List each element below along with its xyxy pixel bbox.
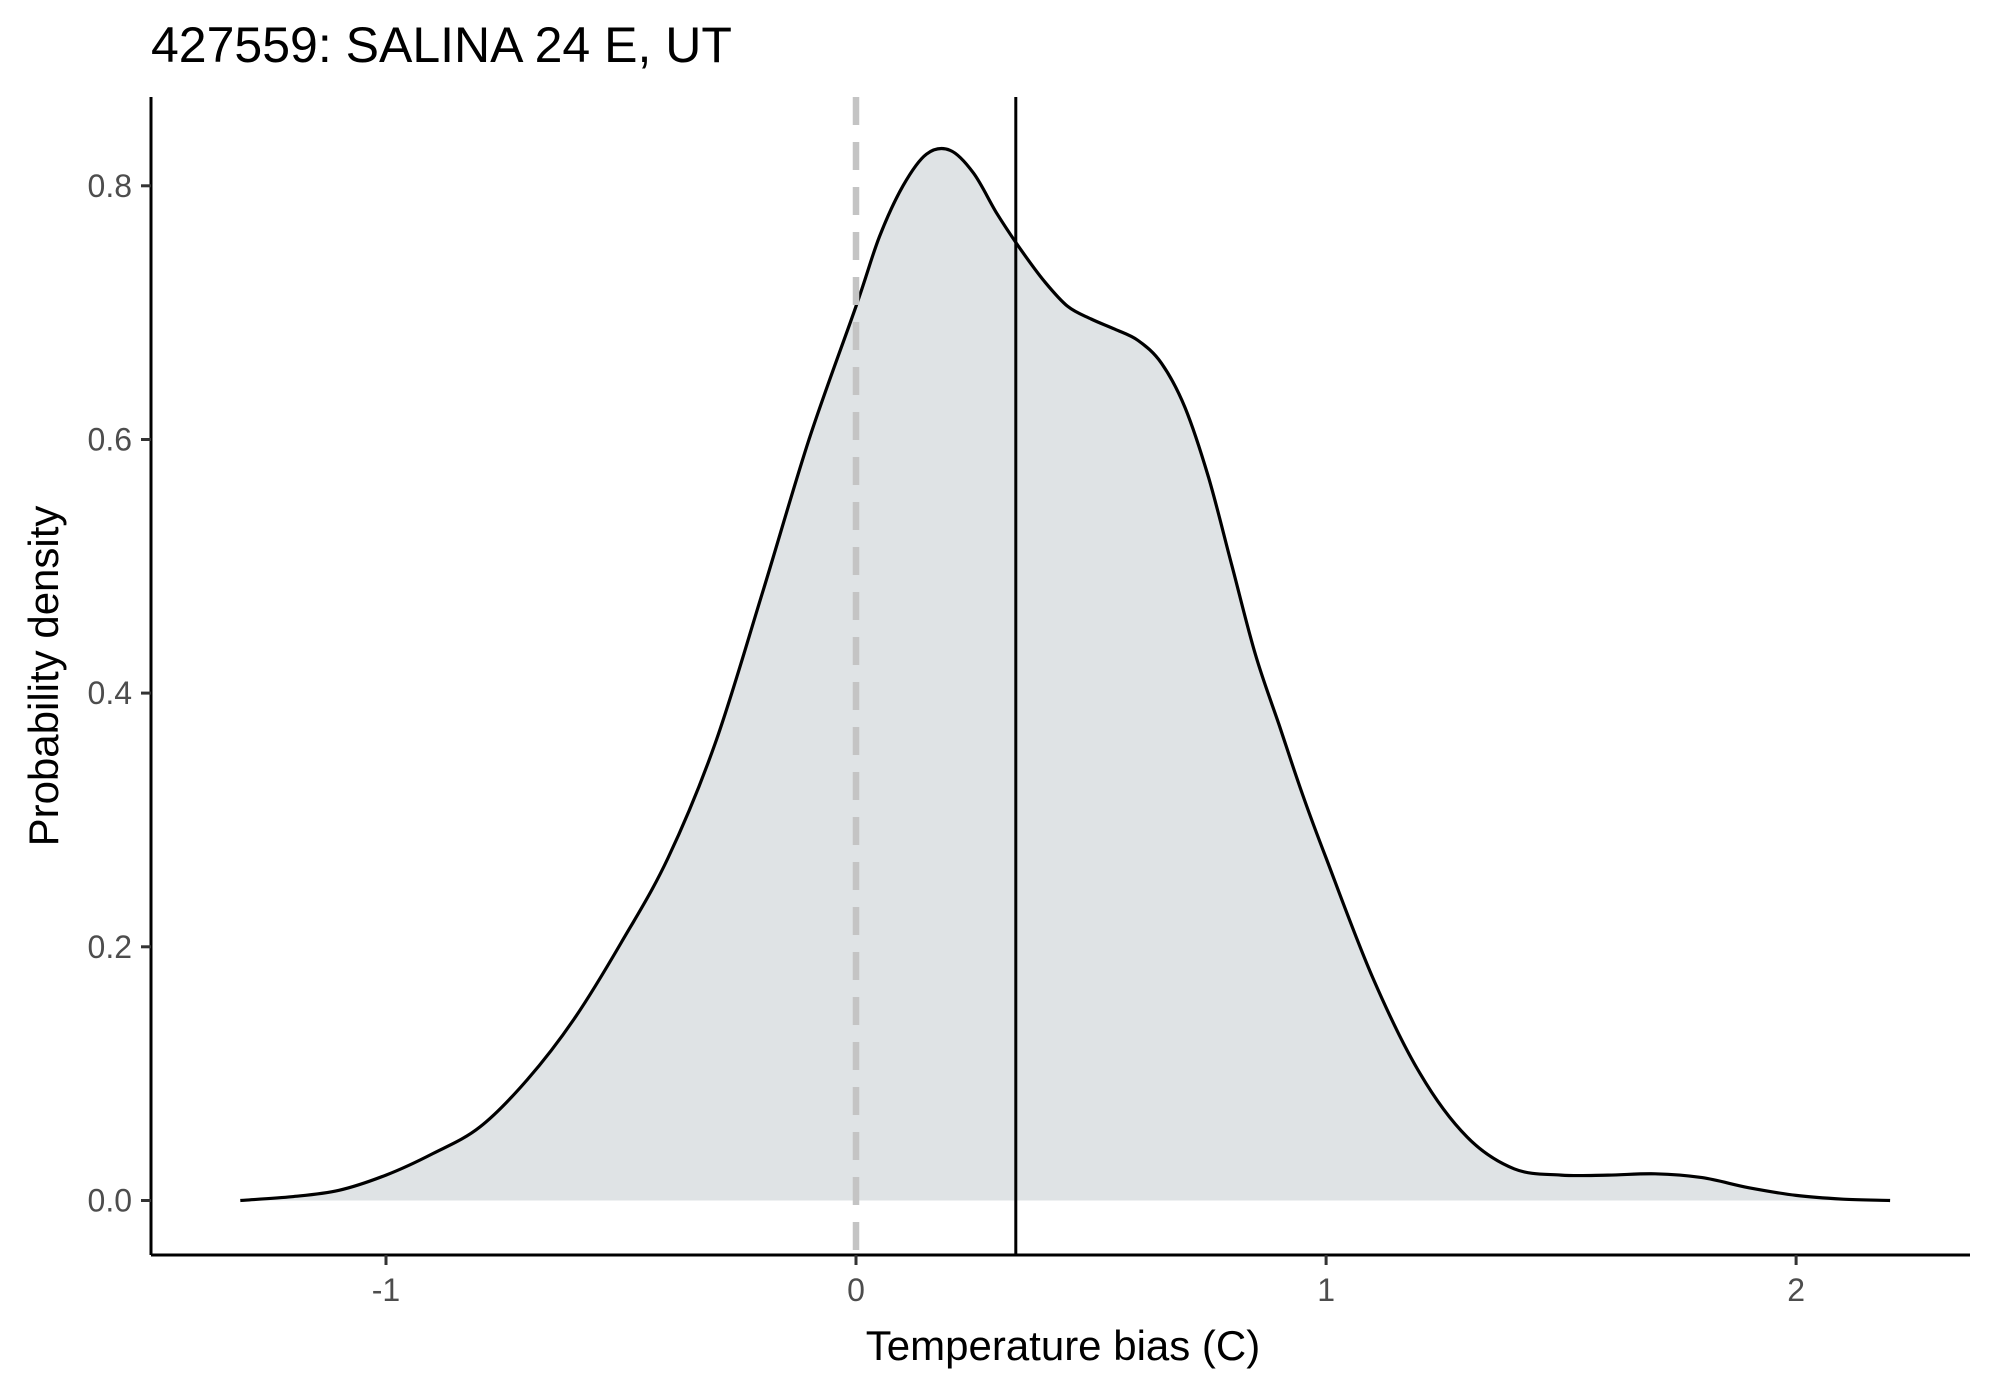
- y-tick-label: 0.4: [88, 675, 132, 711]
- y-tick-label: 0.6: [88, 422, 132, 458]
- y-tick-label: 0.2: [88, 929, 132, 965]
- x-tick-label: 0: [847, 1272, 865, 1308]
- x-tick-label: -1: [372, 1272, 400, 1308]
- y-axis-title: Probability density: [20, 506, 67, 847]
- axes: [149, 97, 1970, 1257]
- y-tick-label: 0.0: [88, 1183, 132, 1219]
- density-line: [240, 146, 1891, 1203]
- x-axis-title: Temperature bias (C): [866, 1322, 1260, 1369]
- density-area: [240, 148, 1891, 1201]
- y-tick-label: 0.8: [88, 168, 132, 204]
- plot-area: [240, 97, 1891, 1255]
- x-tick-label: 2: [1787, 1272, 1805, 1308]
- chart-title: 427559: SALINA 24 E, UT: [151, 17, 732, 73]
- x-tick-label: 1: [1317, 1272, 1335, 1308]
- ticks: -1 0 1 2 0.0 0.2 0.4 0.6 0.8: [88, 168, 1805, 1308]
